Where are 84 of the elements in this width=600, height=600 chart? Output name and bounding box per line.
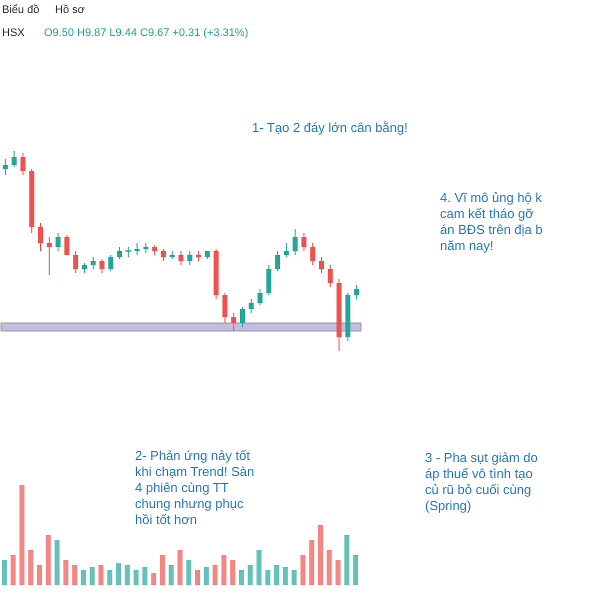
candlestick [152, 244, 158, 256]
candlestick [178, 250, 184, 266]
candlestick [231, 312, 236, 332]
bar [204, 567, 209, 585]
candlestick [46, 236, 52, 276]
bar [10, 555, 16, 585]
bar [168, 565, 174, 585]
candlestick [90, 256, 96, 270]
bar [107, 570, 112, 585]
text: Hồ sơ [55, 4, 85, 16]
bar [238, 570, 244, 585]
candlestick [318, 256, 324, 274]
bar [2, 560, 7, 585]
bar [80, 570, 86, 585]
text: 3 - Pha sụt giảm do áp thuế vô tình tạo củ rũ bỏ cuối cùng (Spring) [425, 450, 538, 514]
bar [90, 567, 95, 585]
candlestick [12, 150, 17, 168]
bar [318, 525, 323, 585]
bar [160, 555, 165, 585]
bar [326, 550, 332, 585]
candlestick [82, 262, 87, 274]
bar [221, 555, 226, 585]
text: 4. Vĩ mô ủng hộ k cam kết tháo gỡ án BĐS trên địa b năm nay! [440, 190, 543, 254]
candlestick [2, 158, 8, 176]
candlestick [134, 242, 140, 256]
candlestick [328, 264, 333, 288]
bar [124, 565, 130, 585]
bar [282, 567, 288, 585]
candlestick [292, 228, 298, 256]
bar [46, 535, 51, 585]
candlestick [248, 298, 254, 314]
bar [186, 560, 192, 585]
text: Biểu đồ [2, 4, 40, 16]
bar [134, 570, 139, 585]
bar [54, 540, 60, 585]
bar [274, 565, 280, 585]
bar [212, 565, 218, 585]
bar [336, 560, 341, 585]
bar [292, 570, 297, 585]
bar [72, 565, 78, 585]
candlestick [258, 288, 263, 306]
bar [195, 570, 200, 585]
candlestick [20, 152, 26, 176]
text: HSX [2, 27, 25, 39]
candlestick [56, 232, 61, 252]
bar [230, 560, 236, 585]
bar [256, 550, 262, 585]
candlestick [354, 284, 360, 300]
candlestick [99, 258, 104, 274]
bar [344, 535, 350, 585]
candlestick [187, 250, 192, 266]
candlestick [160, 248, 166, 262]
bar [142, 567, 148, 585]
candlestick [301, 232, 306, 252]
candlestick [125, 246, 132, 258]
candlestick [275, 250, 280, 272]
candlestick [73, 250, 78, 274]
bar [37, 565, 42, 585]
bar [178, 550, 182, 585]
candlestick [117, 246, 122, 260]
bar [151, 573, 156, 585]
bar [116, 563, 122, 585]
text: O9.50 H9.87 L9.44 C9.67 +0.31 (+3.31%) [44, 27, 248, 39]
candlestick [240, 306, 245, 328]
bar [98, 565, 104, 585]
candlestick [38, 222, 44, 252]
bar [309, 540, 314, 585]
bar [19, 485, 24, 585]
candlestick [64, 234, 70, 256]
bar [353, 555, 358, 585]
annotation: 2- Phản ứng nảy tốt khi chạm Trend! Sàn 4 phiên cùng TT chung nhưng phục hồi tốt hơn [135, 448, 254, 528]
bar [63, 560, 68, 585]
candlestick [222, 292, 228, 324]
candlestick [266, 264, 272, 296]
bar [265, 570, 270, 585]
text: 1- Tạo 2 đáy lớn cân bằng! [252, 120, 408, 136]
bar [28, 550, 34, 585]
candlestick [196, 250, 202, 262]
bar [300, 555, 306, 585]
candlestick [143, 242, 148, 254]
bar [248, 565, 253, 585]
candlestick [310, 242, 316, 266]
candlestick [108, 254, 114, 272]
candlestick [284, 242, 289, 258]
